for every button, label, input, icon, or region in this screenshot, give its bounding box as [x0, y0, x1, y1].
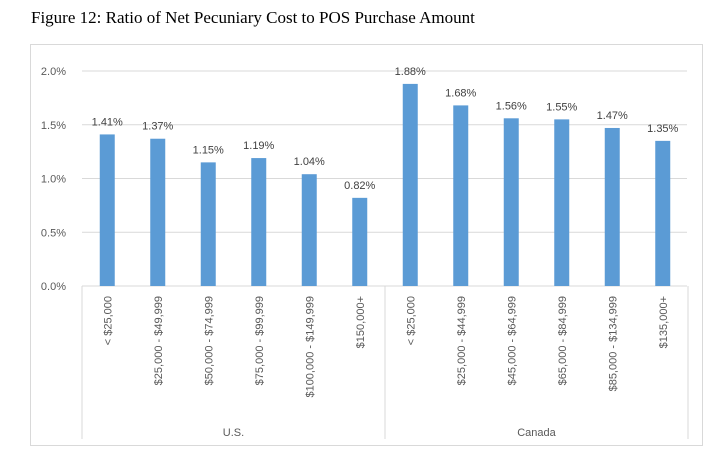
y-tick-label: 2.0% — [41, 66, 66, 78]
category-label: < $25,000 — [405, 296, 417, 345]
category-label: < $25,000 — [102, 296, 114, 345]
group-label: Canada — [517, 427, 556, 439]
group-label: U.S. — [223, 427, 244, 439]
bar — [99, 134, 115, 286]
y-tick-label: 1.0% — [41, 174, 66, 186]
figure-title: Figure 12: Ratio of Net Pecuniary Cost t… — [31, 8, 475, 27]
category-label: $25,000 - $44,999 — [456, 296, 468, 385]
y-tick-label: 0.5% — [41, 227, 66, 239]
bar — [402, 83, 418, 287]
bar — [503, 118, 519, 286]
category-label: $65,000 - $84,999 — [557, 296, 569, 385]
data-label: 1.04% — [294, 156, 325, 168]
data-label: 1.55% — [546, 101, 577, 113]
category-label: $50,000 - $74,999 — [203, 296, 215, 385]
data-label: 1.56% — [496, 100, 527, 112]
category-label: $45,000 - $64,999 — [506, 296, 518, 385]
bar — [301, 174, 317, 286]
category-label: $25,000 - $49,999 — [153, 296, 165, 385]
bar — [150, 138, 166, 286]
chart-frame — [30, 44, 703, 446]
bar — [453, 105, 469, 287]
bar — [655, 140, 671, 286]
data-label: 1.15% — [193, 144, 224, 156]
bar — [251, 158, 267, 286]
data-label: 1.37% — [142, 121, 173, 133]
data-label: 1.88% — [395, 66, 426, 78]
data-label: 0.82% — [344, 180, 375, 192]
y-tick-label: 1.5% — [41, 120, 66, 132]
category-label: $135,000+ — [658, 296, 670, 348]
data-label: 1.68% — [445, 87, 476, 99]
category-label: $100,000 - $149,999 — [304, 296, 316, 398]
data-label: 1.19% — [243, 140, 274, 152]
category-label: $85,000 - $134,999 — [607, 296, 619, 391]
data-label: 1.35% — [647, 123, 678, 135]
bar — [200, 162, 216, 286]
bar — [604, 127, 620, 286]
data-label: 1.47% — [597, 110, 628, 122]
category-label: $75,000 - $99,999 — [254, 296, 266, 385]
data-label: 1.41% — [92, 116, 123, 128]
y-tick-label: 0.0% — [41, 281, 66, 293]
category-label: $150,000+ — [355, 296, 367, 348]
bar — [554, 119, 570, 286]
bar — [352, 197, 368, 286]
